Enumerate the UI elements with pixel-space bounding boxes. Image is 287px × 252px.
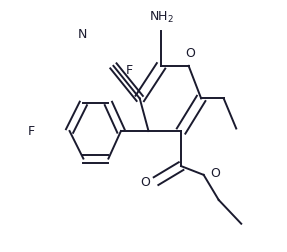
Text: O: O bbox=[140, 176, 150, 189]
Text: N: N bbox=[77, 28, 87, 41]
Text: NH$_2$: NH$_2$ bbox=[149, 9, 174, 24]
Text: O: O bbox=[210, 167, 220, 180]
Text: O: O bbox=[185, 47, 195, 59]
Text: F: F bbox=[126, 64, 133, 77]
Text: F: F bbox=[27, 124, 34, 138]
